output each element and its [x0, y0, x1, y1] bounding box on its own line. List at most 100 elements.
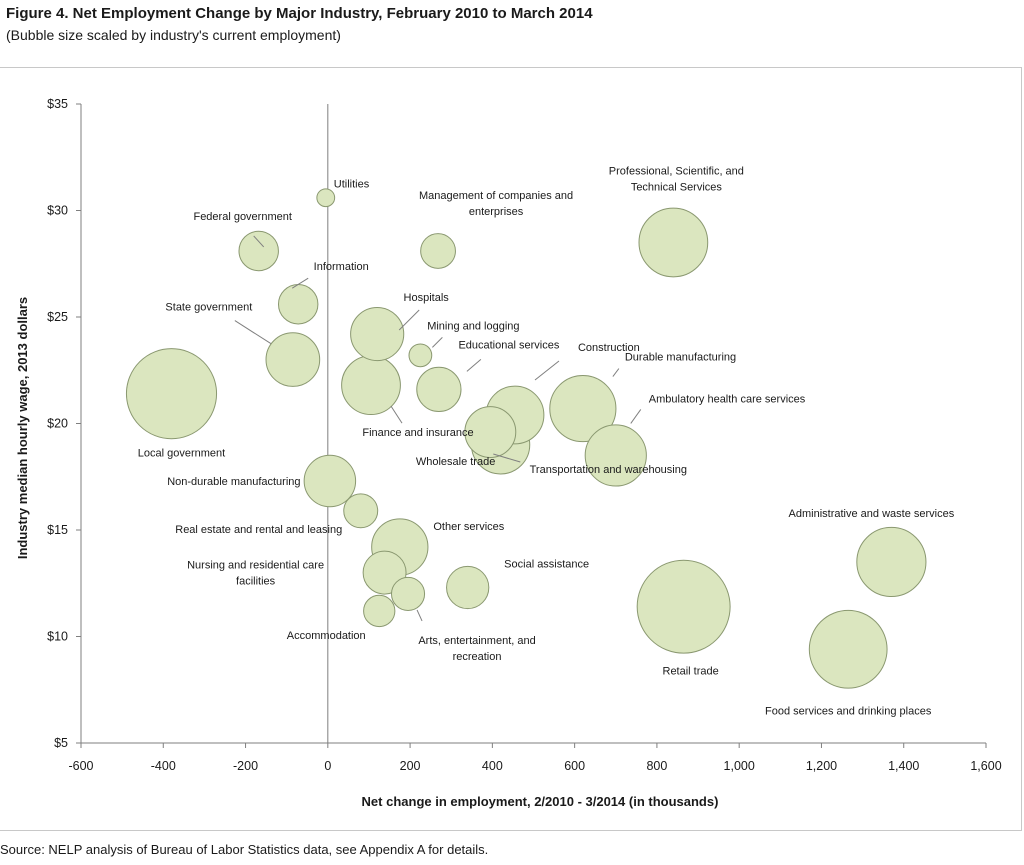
- x-ticks-group: -600 -400 -200 0 200 400 600 800 1,000 1,200 1,400…: [68, 743, 1002, 773]
- bubble-professional-scientific-and-technical-services: [638, 207, 709, 278]
- bubble-arts-entertainment-and-recreation: [390, 576, 426, 611]
- y-tick-label: $5: [54, 736, 68, 750]
- bubble-label-line: Transportation and warehousing: [530, 464, 687, 476]
- x-tick-label: 400: [482, 759, 503, 773]
- bubble-label-line: Wholesale trade: [416, 456, 496, 468]
- x-tick-label: 1,200: [806, 759, 837, 773]
- x-tick-label: -400: [151, 759, 176, 773]
- bubble-label-food-services-and-drinking-places: Food services and drinking places: [765, 705, 932, 717]
- y-axis-label: Industry median hourly wage, 2013 dollar…: [15, 297, 30, 559]
- leader-line-durable-manufacturing: [612, 368, 620, 377]
- bubble-label-line: enterprises: [469, 206, 524, 218]
- bubble-information: [277, 284, 319, 325]
- leader-line-information: [291, 277, 309, 289]
- leader-line-construction: [534, 360, 560, 381]
- bubble-label-management-of-companies-and-enterprises: Management of companies and enterprises: [419, 190, 573, 218]
- x-tick-label: -200: [233, 759, 258, 773]
- x-tick-label: 1,400: [888, 759, 919, 773]
- bubble-label-line: Information: [314, 261, 369, 273]
- y-tick-label: $15: [47, 523, 68, 537]
- bubble-label-line: Ambulatory health care services: [649, 393, 806, 405]
- bubble-local-government: [125, 348, 218, 440]
- leader-line-finance-and-insurance: [390, 405, 403, 424]
- bubble-label-hospitals: Hospitals: [404, 292, 450, 304]
- y-tick-label: $25: [47, 310, 68, 324]
- bubble-label-utilities: Utilities: [334, 179, 370, 191]
- x-tick-label: 1,600: [970, 759, 1001, 773]
- bubble-educational-services: [416, 366, 462, 413]
- leader-line-educational-services: [466, 359, 482, 372]
- x-axis-label: Net change in employment, 2/2010 - 3/201…: [362, 794, 719, 809]
- y-tick-label: $35: [47, 97, 68, 111]
- y-tick-label: $20: [47, 417, 68, 431]
- bubble-label-finance-and-insurance: Finance and insurance: [362, 427, 473, 439]
- bubble-label-line: Non-durable manufacturing: [167, 476, 300, 488]
- x-tick-label: 0: [324, 759, 331, 773]
- bubble-food-services-and-drinking-places: [808, 609, 888, 689]
- bubble-administrative-and-waste-services: [856, 526, 927, 598]
- bubble-federal-government: [238, 230, 279, 272]
- bubble-label-line: Finance and insurance: [362, 427, 473, 439]
- bubble-label-federal-government: Federal government: [193, 211, 291, 223]
- bubble-label-state-government: State government: [165, 302, 252, 314]
- leader-lines-group: [234, 235, 642, 622]
- bubble-label-line: Hospitals: [404, 292, 450, 304]
- bubble-label-transportation-and-warehousing: Transportation and warehousing: [530, 464, 687, 476]
- bubble-label-non-durable-manufacturing: Non-durable manufacturing: [167, 476, 300, 488]
- bubble-label-retail-trade: Retail trade: [663, 666, 719, 678]
- bubble-label-ambulatory-health-care-services: Ambulatory health care services: [649, 393, 806, 405]
- x-tick-label: 800: [646, 759, 667, 773]
- bubble-label-educational-services: Educational services: [458, 339, 559, 351]
- bubble-finance-and-insurance: [341, 355, 401, 416]
- bubble-utilities: [316, 188, 336, 208]
- bubble-label-social-assistance: Social assistance: [504, 559, 589, 571]
- bubble-state-government: [265, 332, 321, 387]
- leader-line-arts-entertainment-and-recreation: [416, 609, 423, 622]
- bubble-real-estate-and-rental-and-leasing: [343, 493, 379, 529]
- bubble-label-professional-scientific-and-technical-services: Professional, Scientific, and Technical S…: [609, 165, 744, 193]
- bubble-label-line: Retail trade: [663, 666, 719, 678]
- bubble-label-line: Administrative and waste services: [789, 508, 955, 520]
- bubble-label-line: Mining and logging: [427, 320, 519, 332]
- bubble-labels-group: Utilities Federal government Management of…: [138, 165, 955, 717]
- bubble-label-construction: Construction: [578, 342, 640, 354]
- leader-line-transportation-and-warehousing: [493, 453, 521, 463]
- x-tick-label: -600: [68, 759, 93, 773]
- bubble-label-line: Durable manufacturing: [625, 352, 736, 364]
- bubble-label-durable-manufacturing: Durable manufacturing: [625, 352, 736, 364]
- bubble-label-line: Accommodation: [287, 630, 366, 642]
- bubble-durable-manufacturing: [549, 375, 617, 443]
- leader-line-federal-government: [253, 235, 265, 248]
- y-tick-label: $10: [47, 630, 68, 644]
- bubble-label-line: Technical Services: [631, 181, 723, 193]
- bubble-label-administrative-and-waste-services: Administrative and waste services: [789, 508, 955, 520]
- bubble-label-line: Food services and drinking places: [765, 705, 932, 717]
- bubble-social-assistance: [446, 565, 490, 610]
- bubble-label-line: State government: [165, 302, 252, 314]
- bubble-hospitals: [350, 306, 405, 362]
- bubble-label-line: Local government: [138, 448, 225, 460]
- bubble-label-line: Educational services: [458, 339, 559, 351]
- y-tick-label: $30: [47, 204, 68, 218]
- bubble-label-line: Federal government: [193, 211, 291, 223]
- source-note: Source: NELP analysis of Bureau of Labor…: [0, 842, 489, 857]
- bubble-accommodation: [363, 594, 396, 628]
- figure-title: Figure 4. Net Employment Change by Major…: [6, 5, 593, 22]
- bubble-ambulatory-health-care-services: [584, 424, 647, 487]
- bubble-label-line: Nursing and residential care: [187, 560, 324, 572]
- bubble-label-line: Management of companies and: [419, 190, 573, 202]
- leader-line-state-government: [234, 320, 272, 345]
- bubble-management-of-companies-and-enterprises: [420, 233, 456, 269]
- bubble-label-line: Arts, entertainment, and: [418, 635, 535, 647]
- y-ticks-group: $5 $10 $15 $20 $25 $30 $35: [47, 97, 81, 750]
- bubble-label-line: facilities: [236, 576, 276, 588]
- x-tick-label: 1,000: [724, 759, 755, 773]
- bubble-label-line: Social assistance: [504, 559, 589, 571]
- bubble-label-mining-and-logging: Mining and logging: [427, 320, 519, 332]
- bubble-retail-trade: [636, 559, 731, 654]
- bubble-label-line: recreation: [453, 651, 502, 663]
- bubble-non-durable-manufacturing: [303, 454, 357, 508]
- leader-line-ambulatory-health-care-services: [630, 409, 642, 424]
- bubble-label-nursing-and-residential-care-facilities: Nursing and residential care facilities: [187, 560, 324, 588]
